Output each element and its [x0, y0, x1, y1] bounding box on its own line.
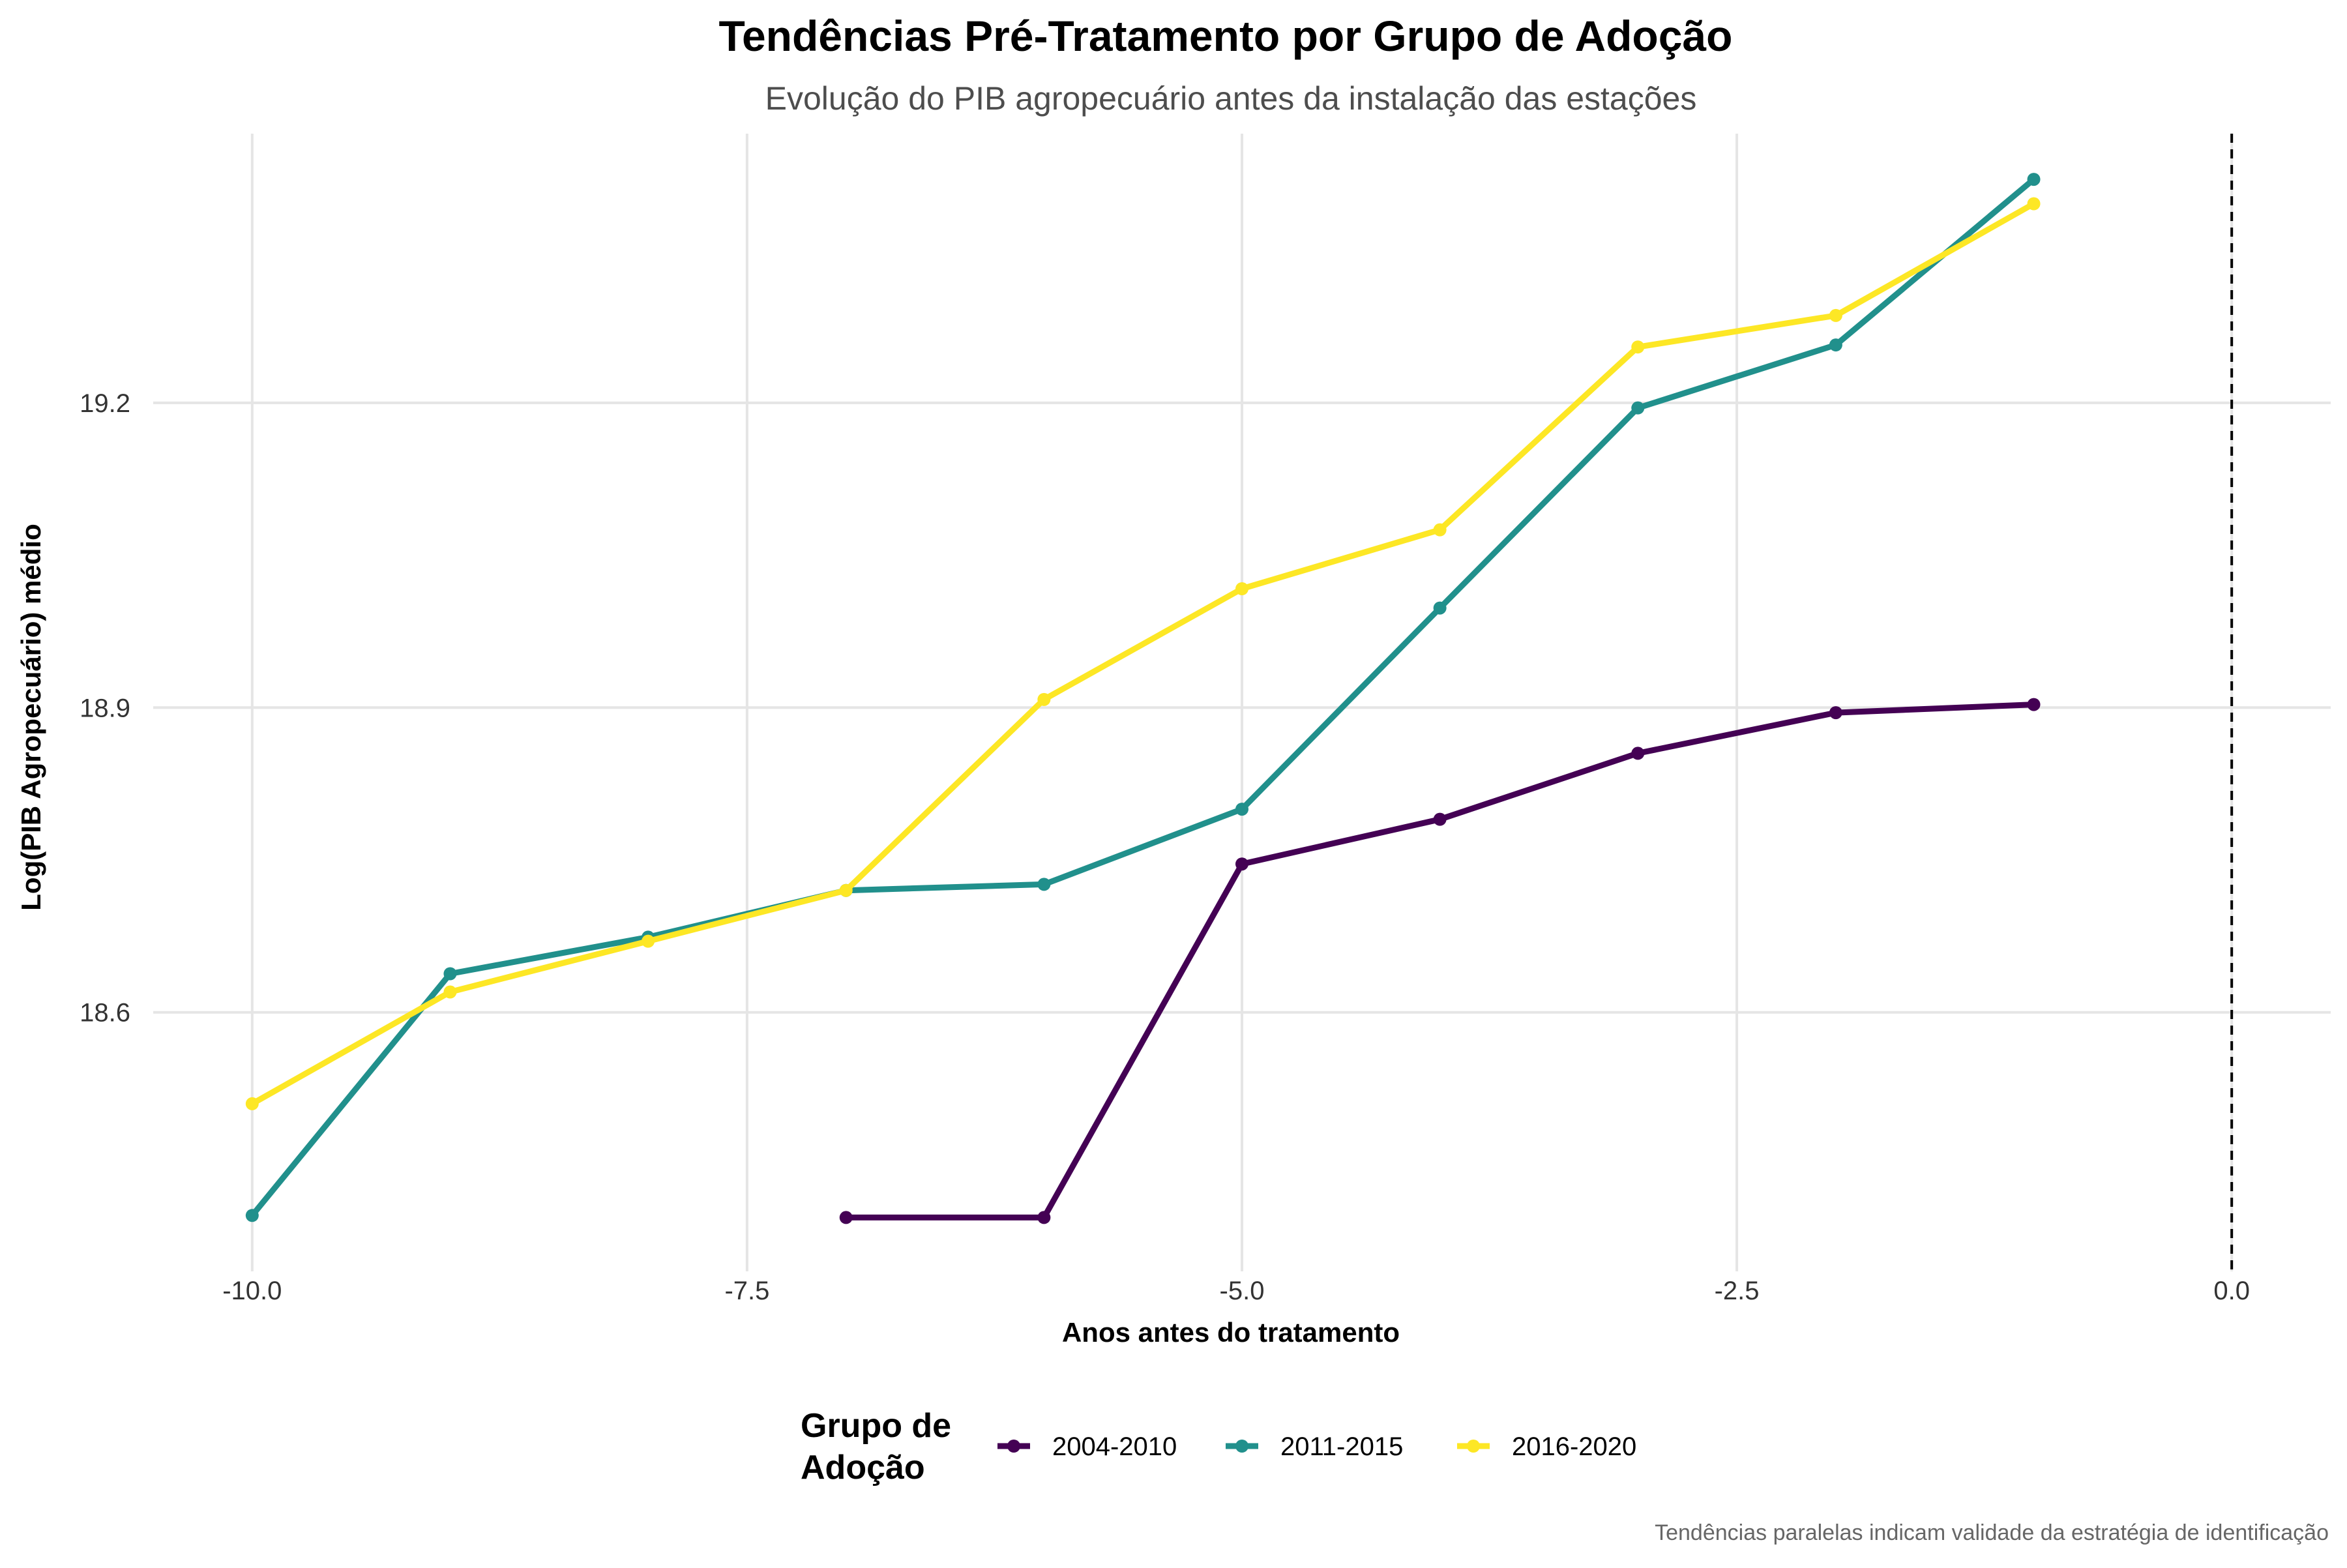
data-point-2011-2015 [1631, 401, 1645, 415]
data-point-2016-2020 [1631, 340, 1645, 354]
data-point-2016-2020 [1235, 582, 1248, 595]
x-tick-label: -5.0 [1220, 1277, 1265, 1305]
data-point-2011-2015 [2027, 173, 2041, 186]
data-point-2011-2015 [1037, 878, 1051, 891]
data-point-2004-2010 [1235, 857, 1248, 871]
data-point-2016-2020 [1433, 523, 1447, 537]
series-line-2016-2020 [249, 201, 2037, 1107]
chart-subtitle: Evolução do PIB agropecuário antes da in… [765, 80, 1697, 117]
data-point-2016-2020 [1829, 308, 1842, 322]
y-tick-label: 18.9 [80, 694, 130, 722]
series-2011-2015 [245, 173, 2041, 1222]
data-point-2004-2010 [1631, 747, 1645, 760]
y-tick-label: 18.6 [80, 999, 130, 1028]
axis-layer: -10.0 -7.5 -5.0 -2.5 0.0 18.6 18.9 19.2 [80, 389, 2250, 1305]
chart-title: Tendências Pré-Tratamento por Grupo de A… [719, 12, 1733, 60]
data-point-2004-2010 [839, 1211, 853, 1224]
data-point-2016-2020 [642, 934, 655, 948]
legend-label: 2004-2010 [1052, 1432, 1177, 1461]
data-point-2016-2020 [2027, 197, 2041, 211]
data-point-2004-2010 [1037, 1211, 1051, 1224]
x-tick-label: -10.0 [222, 1277, 282, 1305]
legend: Grupo de Adoção 2004-2010 2011-2015 2016-2… [801, 1407, 1636, 1487]
data-point-2016-2020 [839, 883, 853, 897]
legend-title-line-2: Adoção [801, 1449, 925, 1487]
data-point-2011-2015 [245, 1209, 259, 1222]
legend-items: 2004-2010 2011-2015 2016-2020 [997, 1432, 1636, 1461]
legend-key-point [1235, 1440, 1248, 1453]
legend-item-2011-2015: 2011-2015 [1226, 1432, 1403, 1461]
legend-title-line-1: Grupo de [801, 1407, 951, 1445]
x-tick-label: 0.0 [2213, 1277, 2250, 1305]
legend-item-2016-2020: 2016-2020 [1457, 1432, 1636, 1461]
data-point-2016-2020 [443, 985, 457, 999]
x-tick-label: -2.5 [1715, 1277, 1760, 1305]
data-point-2004-2010 [2027, 698, 2041, 711]
x-tick-label: -7.5 [724, 1277, 769, 1305]
series-line-2011-2015 [249, 176, 2037, 1219]
data-point-2011-2015 [1235, 803, 1248, 816]
series-2016-2020 [245, 197, 2041, 1110]
legend-label: 2016-2020 [1512, 1432, 1636, 1461]
grid-layer [153, 134, 2331, 1271]
chart-caption: Tendências paralelas indicam validade da… [1655, 1520, 2329, 1545]
series-2004-2010 [839, 698, 2041, 1224]
data-point-2016-2020 [1037, 692, 1051, 706]
data-point-2011-2015 [1433, 601, 1447, 615]
series-layer [245, 173, 2041, 1224]
legend-item-2004-2010: 2004-2010 [997, 1432, 1177, 1461]
data-point-2004-2010 [1433, 812, 1447, 826]
x-axis-title: Anos antes do tratamento [1062, 1317, 1400, 1348]
legend-key-point [1007, 1440, 1020, 1453]
data-point-2011-2015 [443, 967, 457, 981]
legend-label: 2011-2015 [1280, 1432, 1403, 1461]
legend-key-point [1467, 1440, 1480, 1453]
series-line-2004-2010 [843, 702, 2037, 1220]
y-axis-title: Log(PIB Agropecuário) médio [16, 524, 46, 910]
y-tick-label: 19.2 [80, 389, 130, 418]
data-point-2016-2020 [245, 1097, 259, 1110]
data-point-2011-2015 [1829, 338, 1842, 352]
data-point-2004-2010 [1829, 706, 1842, 720]
